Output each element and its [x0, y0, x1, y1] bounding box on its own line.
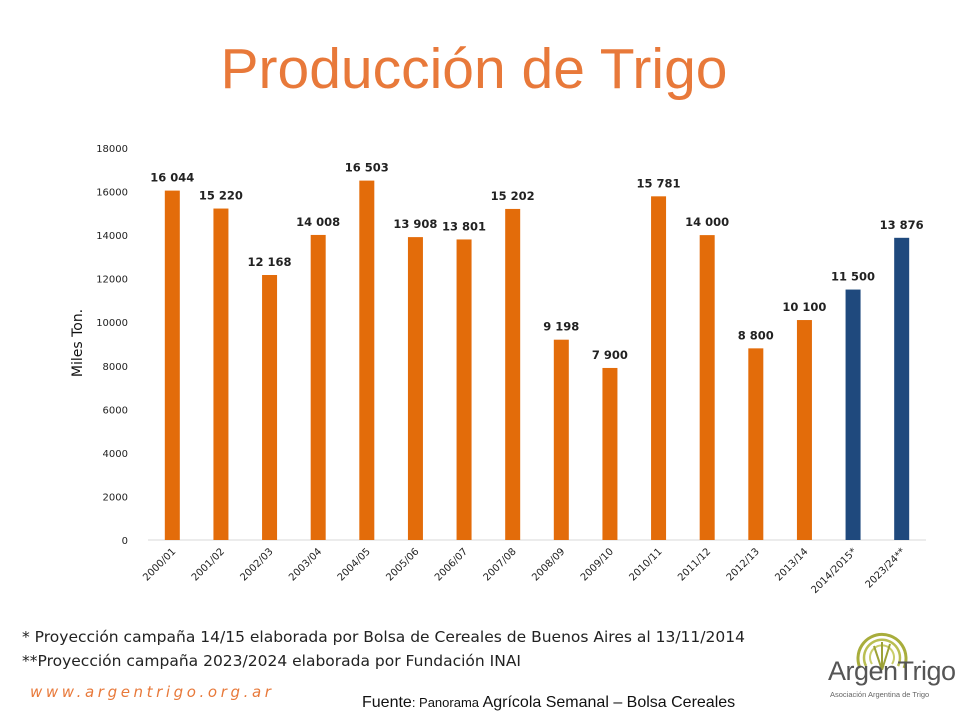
data-label: 13 801 [442, 219, 486, 233]
bar-2005/06 [407, 237, 423, 540]
wheat-sun-icon [856, 632, 908, 671]
data-label: 14 000 [685, 215, 729, 229]
bar-2002/03 [262, 275, 278, 540]
data-label: 15 220 [199, 189, 243, 203]
x-tick-label: 2008/09 [530, 546, 567, 583]
bar-chart: Miles Ton. 0 2000 4000 6000 8000 10000 12000 14… [70, 144, 926, 596]
x-tick-label: 2013/14 [773, 546, 810, 583]
x-tick-label: 2006/07 [433, 546, 470, 583]
y-tick-label: 12000 [96, 275, 128, 286]
source-panorama: : Panorama [411, 695, 480, 710]
source-line: Fuente: Panorama Agrícola Semanal – Bols… [362, 694, 735, 712]
logo-subtitle: Asociación Argentina de Trigo [830, 690, 930, 699]
source-prefix: Fuente [362, 694, 412, 711]
footnote-projection-2023: **Proyección campaña 2023/2024 elaborada… [22, 652, 522, 670]
x-tick-label: 2011/12 [676, 546, 713, 583]
page-title: Producción de Trigo [220, 37, 728, 101]
x-tick-label: 2002/03 [239, 546, 276, 583]
data-label: 8 800 [738, 328, 774, 342]
bar-2010/11 [651, 196, 667, 540]
x-tick-label: 2010/11 [628, 546, 665, 583]
bar-2014/2015* [845, 289, 861, 540]
x-tick-label: 2005/06 [384, 546, 421, 583]
x-tick-label: 2003/04 [287, 546, 324, 583]
x-tick-label: 2000/01 [141, 546, 178, 583]
y-tick-label: 8000 [103, 362, 128, 373]
data-label: 12 168 [248, 255, 292, 269]
y-tick-label: 14000 [96, 231, 128, 242]
bar-2011/12 [699, 235, 715, 540]
data-label: 13 876 [880, 218, 924, 232]
bar-2008/09 [553, 339, 569, 540]
x-tick-label: 2001/02 [190, 546, 227, 583]
y-tick-label: 6000 [103, 405, 128, 416]
bar-2004/05 [359, 180, 375, 541]
source-rest: Agrícola Semanal – Bolsa Cereales [479, 694, 736, 711]
data-label: 15 781 [637, 176, 681, 190]
y-axis-label: Miles Ton. [70, 309, 86, 377]
data-label: 11 500 [831, 270, 875, 284]
website-link[interactable]: www.argentrigo.org.ar [30, 683, 275, 701]
bar-2001/02 [213, 208, 229, 540]
x-tick-label: 2007/08 [482, 546, 519, 583]
x-tick-label: 2004/05 [336, 546, 373, 583]
y-tick-label: 4000 [103, 449, 128, 460]
y-tick-label: 2000 [103, 492, 128, 503]
y-tick-label: 18000 [96, 144, 128, 155]
bar-2006/07 [456, 239, 472, 540]
footnote-projection-2014: * Proyección campaña 14/15 elaborada por… [22, 628, 745, 646]
data-label: 7 900 [592, 348, 628, 362]
bar-2003/04 [310, 234, 326, 540]
data-label: 10 100 [782, 300, 826, 314]
x-tick-label: 2009/10 [579, 546, 616, 583]
bar-2009/10 [602, 367, 618, 540]
data-label: 9 198 [543, 320, 579, 334]
x-tick-label: 2014/2015* [809, 546, 859, 596]
y-tick-label: 16000 [96, 188, 128, 199]
bar-2012/13 [748, 348, 764, 540]
y-tick-label: 10000 [96, 318, 128, 329]
logo-name: ArgenTrigo [828, 656, 956, 686]
data-label: 16 503 [345, 161, 389, 175]
data-label: 14 008 [296, 215, 340, 229]
bar-2000/01 [164, 190, 180, 540]
bar-2013/14 [796, 320, 812, 540]
data-label: 15 202 [491, 189, 535, 203]
bar-2023/24** [894, 237, 910, 540]
x-tick-label: 2012/13 [725, 546, 762, 583]
bar-2007/08 [505, 208, 521, 541]
y-tick-label: 0 [122, 536, 128, 547]
data-label: 16 044 [150, 171, 194, 185]
data-label: 13 908 [393, 217, 437, 231]
x-tick-label: 2023/24** [864, 546, 908, 590]
